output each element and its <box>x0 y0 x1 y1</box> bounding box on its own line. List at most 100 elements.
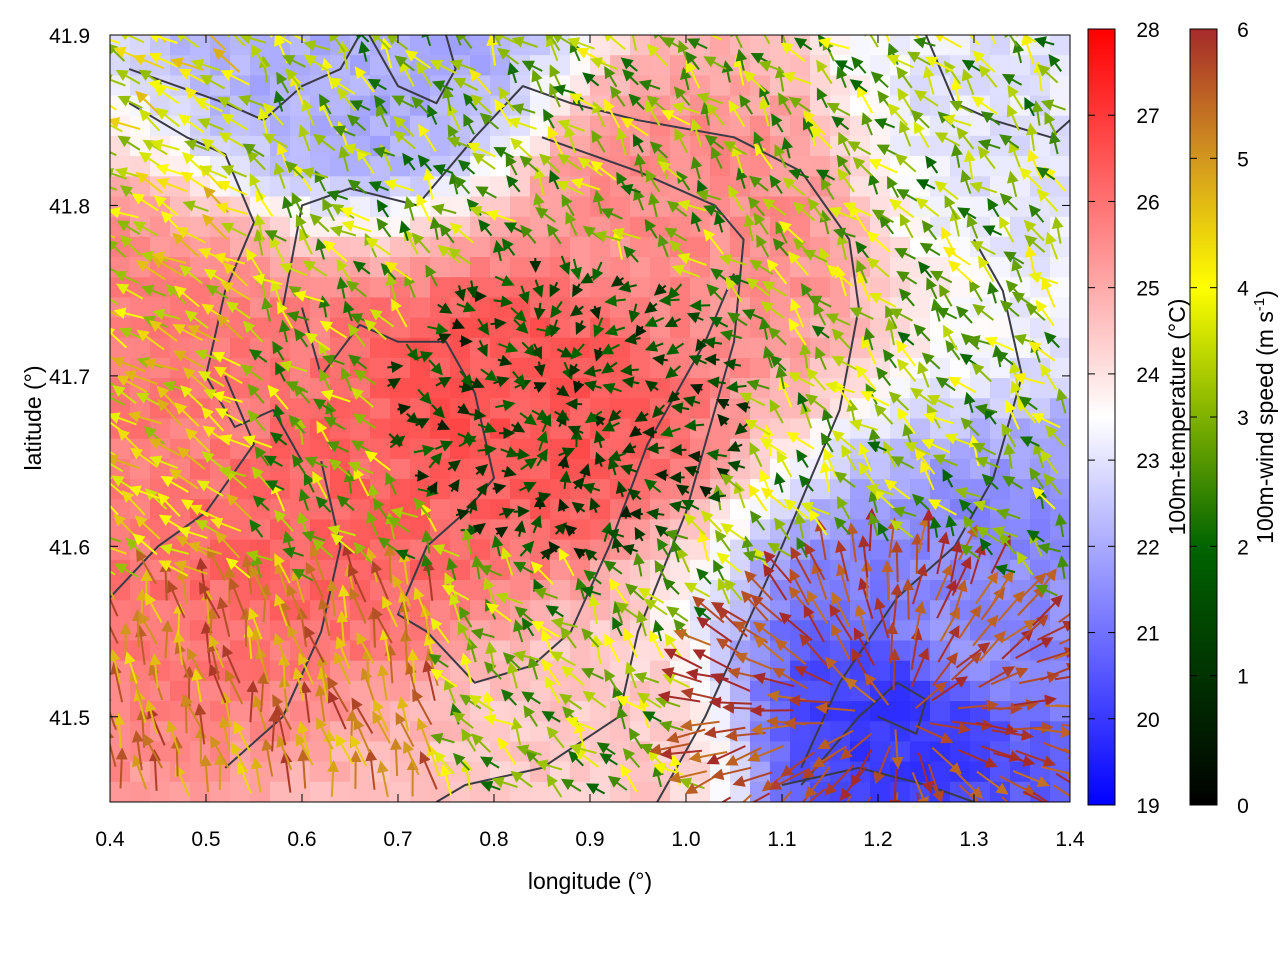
heatmap-cell <box>150 378 171 399</box>
heatmap-cell <box>850 176 871 197</box>
heatmap-cell <box>110 439 131 460</box>
heatmap-cell <box>510 641 531 662</box>
heatmap-cell <box>890 701 911 722</box>
heatmap-cell <box>570 398 591 419</box>
heatmap-cell <box>350 479 371 500</box>
heatmap-cell <box>1050 217 1071 238</box>
heatmap-cell <box>350 762 371 783</box>
heatmap-cell <box>970 782 991 803</box>
heatmap-cell <box>950 499 971 520</box>
heatmap-cell <box>1050 419 1071 440</box>
heatmap-cell <box>890 560 911 581</box>
heatmap-cell <box>990 378 1011 399</box>
heatmap-cell <box>510 318 531 339</box>
heatmap-cell <box>490 782 511 803</box>
heatmap-cell <box>110 620 131 641</box>
heatmap-cell <box>550 197 571 218</box>
heatmap-cell <box>630 197 651 218</box>
heatmap-cell <box>110 641 131 662</box>
heatmap-cell <box>650 277 671 298</box>
heatmap-cell <box>990 479 1011 500</box>
wind-arrow <box>690 425 704 426</box>
heatmap-cell <box>470 459 491 480</box>
heatmap-cell <box>230 136 251 157</box>
heatmap-cell <box>850 701 871 722</box>
heatmap-cell <box>430 419 451 440</box>
heatmap-cell <box>730 600 751 621</box>
heatmap-cell <box>970 197 991 218</box>
heatmap-cell <box>610 75 631 96</box>
heatmap-cell <box>250 378 271 399</box>
heatmap-cell <box>390 459 411 480</box>
heatmap-cell <box>250 318 271 339</box>
heatmap-cell <box>370 741 391 762</box>
heatmap-cell <box>950 419 971 440</box>
heatmap-cell <box>590 499 611 520</box>
heatmap-cell <box>330 277 351 298</box>
heatmap-cell <box>650 479 671 500</box>
heatmap-cell <box>410 580 431 601</box>
heatmap-cell <box>930 116 951 137</box>
heatmap-cell <box>370 540 391 561</box>
heatmap-cell <box>1010 217 1031 238</box>
heatmap-cell <box>610 419 631 440</box>
heatmap-cell <box>1030 540 1051 561</box>
heatmap-cell <box>1010 419 1031 440</box>
heatmap-cell <box>350 519 371 540</box>
heatmap-cell <box>170 661 191 682</box>
heatmap-cell <box>790 661 811 682</box>
heatmap-cell <box>830 277 851 298</box>
heatmap-cell <box>290 338 311 359</box>
heatmap-cell <box>230 661 251 682</box>
heatmap-cell <box>750 35 771 56</box>
heatmap-cell <box>290 55 311 76</box>
heatmap-cell <box>470 600 491 621</box>
heatmap-cell <box>470 217 491 238</box>
heatmap-cell <box>990 237 1011 258</box>
x-tick-label: 0.9 <box>575 828 604 851</box>
heatmap-cell <box>490 75 511 96</box>
x-tick-label: 1.1 <box>767 828 796 851</box>
heatmap-cell <box>310 96 331 117</box>
heatmap-cell <box>670 197 691 218</box>
heatmap-cell <box>290 257 311 278</box>
colorbar-tick-label: 6 <box>1237 19 1249 42</box>
heatmap-cell <box>850 35 871 56</box>
heatmap-cell <box>630 257 651 278</box>
wind-arrow <box>652 448 664 449</box>
heatmap-cell <box>550 297 571 318</box>
heatmap-cell <box>1030 681 1051 702</box>
heatmap-cell <box>730 358 751 379</box>
heatmap-cell <box>650 378 671 399</box>
colorbar-tick-label: 27 <box>1136 105 1159 128</box>
wind-arrow <box>390 550 391 583</box>
heatmap-cell <box>1050 782 1071 803</box>
heatmap-cell <box>830 237 851 258</box>
heatmap-cell <box>230 641 251 662</box>
heatmap-cell <box>430 701 451 722</box>
heatmap-cell <box>970 96 991 117</box>
heatmap-cell <box>1050 600 1071 621</box>
heatmap-cell <box>910 479 931 500</box>
heatmap-cell <box>710 338 731 359</box>
heatmap-cell <box>290 721 311 742</box>
heatmap-cell <box>630 55 651 76</box>
heatmap-cell <box>550 499 571 520</box>
colorbar-tick-label: 19 <box>1136 795 1159 818</box>
heatmap-cell <box>1050 116 1071 137</box>
heatmap-cell <box>630 439 651 460</box>
heatmap-cell <box>910 257 931 278</box>
heatmap-cell <box>750 197 771 218</box>
heatmap-cell <box>1010 257 1031 278</box>
heatmap-cell <box>830 701 851 722</box>
heatmap-cell <box>810 318 831 339</box>
heatmap-cell <box>270 479 291 500</box>
heatmap-cell <box>690 560 711 581</box>
heatmap-cell <box>270 620 291 641</box>
y-tick-label: 41.5 <box>49 707 90 730</box>
heatmap-cell <box>490 398 511 419</box>
heatmap-cell <box>1010 560 1031 581</box>
heatmap-cell <box>370 701 391 722</box>
heatmap-cell <box>1030 237 1051 258</box>
